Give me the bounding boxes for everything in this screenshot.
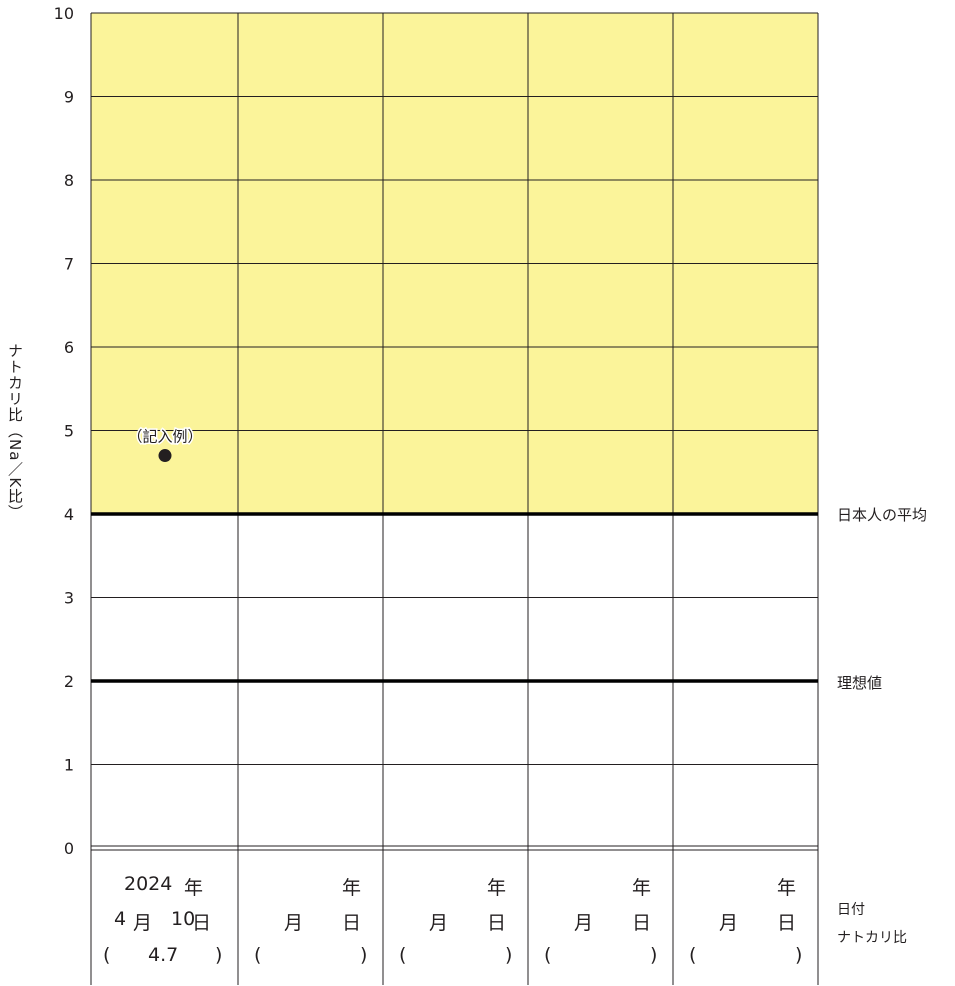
date-cell-1[interactable]: 年 月 日 ( ) [238, 853, 383, 985]
month-unit: 月 [429, 912, 449, 934]
month-unit: 月 [133, 912, 153, 934]
date-cell-4[interactable]: 年 月 日 ( ) [673, 853, 818, 985]
year-unit: 年 [342, 877, 362, 899]
day-unit: 日 [487, 912, 507, 934]
date-cell-2[interactable]: 年 月 日 ( ) [383, 853, 528, 985]
day-unit: 日 [632, 912, 652, 934]
year-unit: 年 [184, 877, 204, 899]
open-paren: ( [103, 944, 111, 966]
row-label-date: 日付 [837, 902, 865, 918]
close-paren: ) [215, 944, 223, 966]
point-annotation: （記入例） [127, 428, 202, 446]
month-unit: 月 [284, 912, 304, 934]
open-paren: ( [399, 944, 407, 966]
row-label-ratio: ナトカリ比 [837, 930, 907, 946]
day-unit: 日 [777, 912, 797, 934]
day-unit: 日 [192, 912, 212, 934]
close-paren: ) [795, 944, 803, 966]
open-paren: ( [689, 944, 697, 966]
year-unit: 年 [487, 877, 507, 899]
day-unit: 日 [342, 912, 362, 934]
close-paren: ) [505, 944, 513, 966]
date-cell-3[interactable]: 年 月 日 ( ) [528, 853, 673, 985]
close-paren: ) [650, 944, 658, 966]
y-tick-label: 6 [64, 338, 74, 357]
year-value: 2024 [124, 873, 173, 895]
y-tick-label: 8 [64, 171, 74, 190]
y-tick-label: 10 [54, 4, 74, 23]
y-tick-label: 3 [64, 589, 74, 608]
y-tick-label: 1 [64, 756, 74, 775]
y-axis-label: ナトカリ比（Na／K比） [6, 343, 24, 521]
month-unit: 月 [719, 912, 739, 934]
y-tick-label: 2 [64, 672, 74, 691]
y-tick-label: 9 [64, 88, 74, 107]
reference-label-average: 日本人の平均 [837, 506, 928, 524]
year-unit: 年 [632, 877, 652, 899]
year-unit: 年 [777, 877, 797, 899]
y-tick-label: 0 [64, 839, 74, 858]
ratio-value: 4.7 [148, 944, 179, 966]
y-tick-label: 4 [64, 505, 74, 524]
y-tick-label: 7 [64, 255, 74, 274]
month-unit: 月 [574, 912, 594, 934]
data-point-0 [158, 449, 172, 463]
reference-label-ideal: 理想値 [837, 674, 883, 692]
date-cell-0[interactable]: 2024 年 4 月 10 日 ( 4.7 ) [91, 853, 238, 985]
open-paren: ( [254, 944, 262, 966]
y-tick-label: 5 [64, 422, 74, 441]
day-value: 10 [171, 908, 196, 930]
open-paren: ( [544, 944, 552, 966]
close-paren: ) [360, 944, 368, 966]
month-value: 4 [114, 908, 127, 930]
